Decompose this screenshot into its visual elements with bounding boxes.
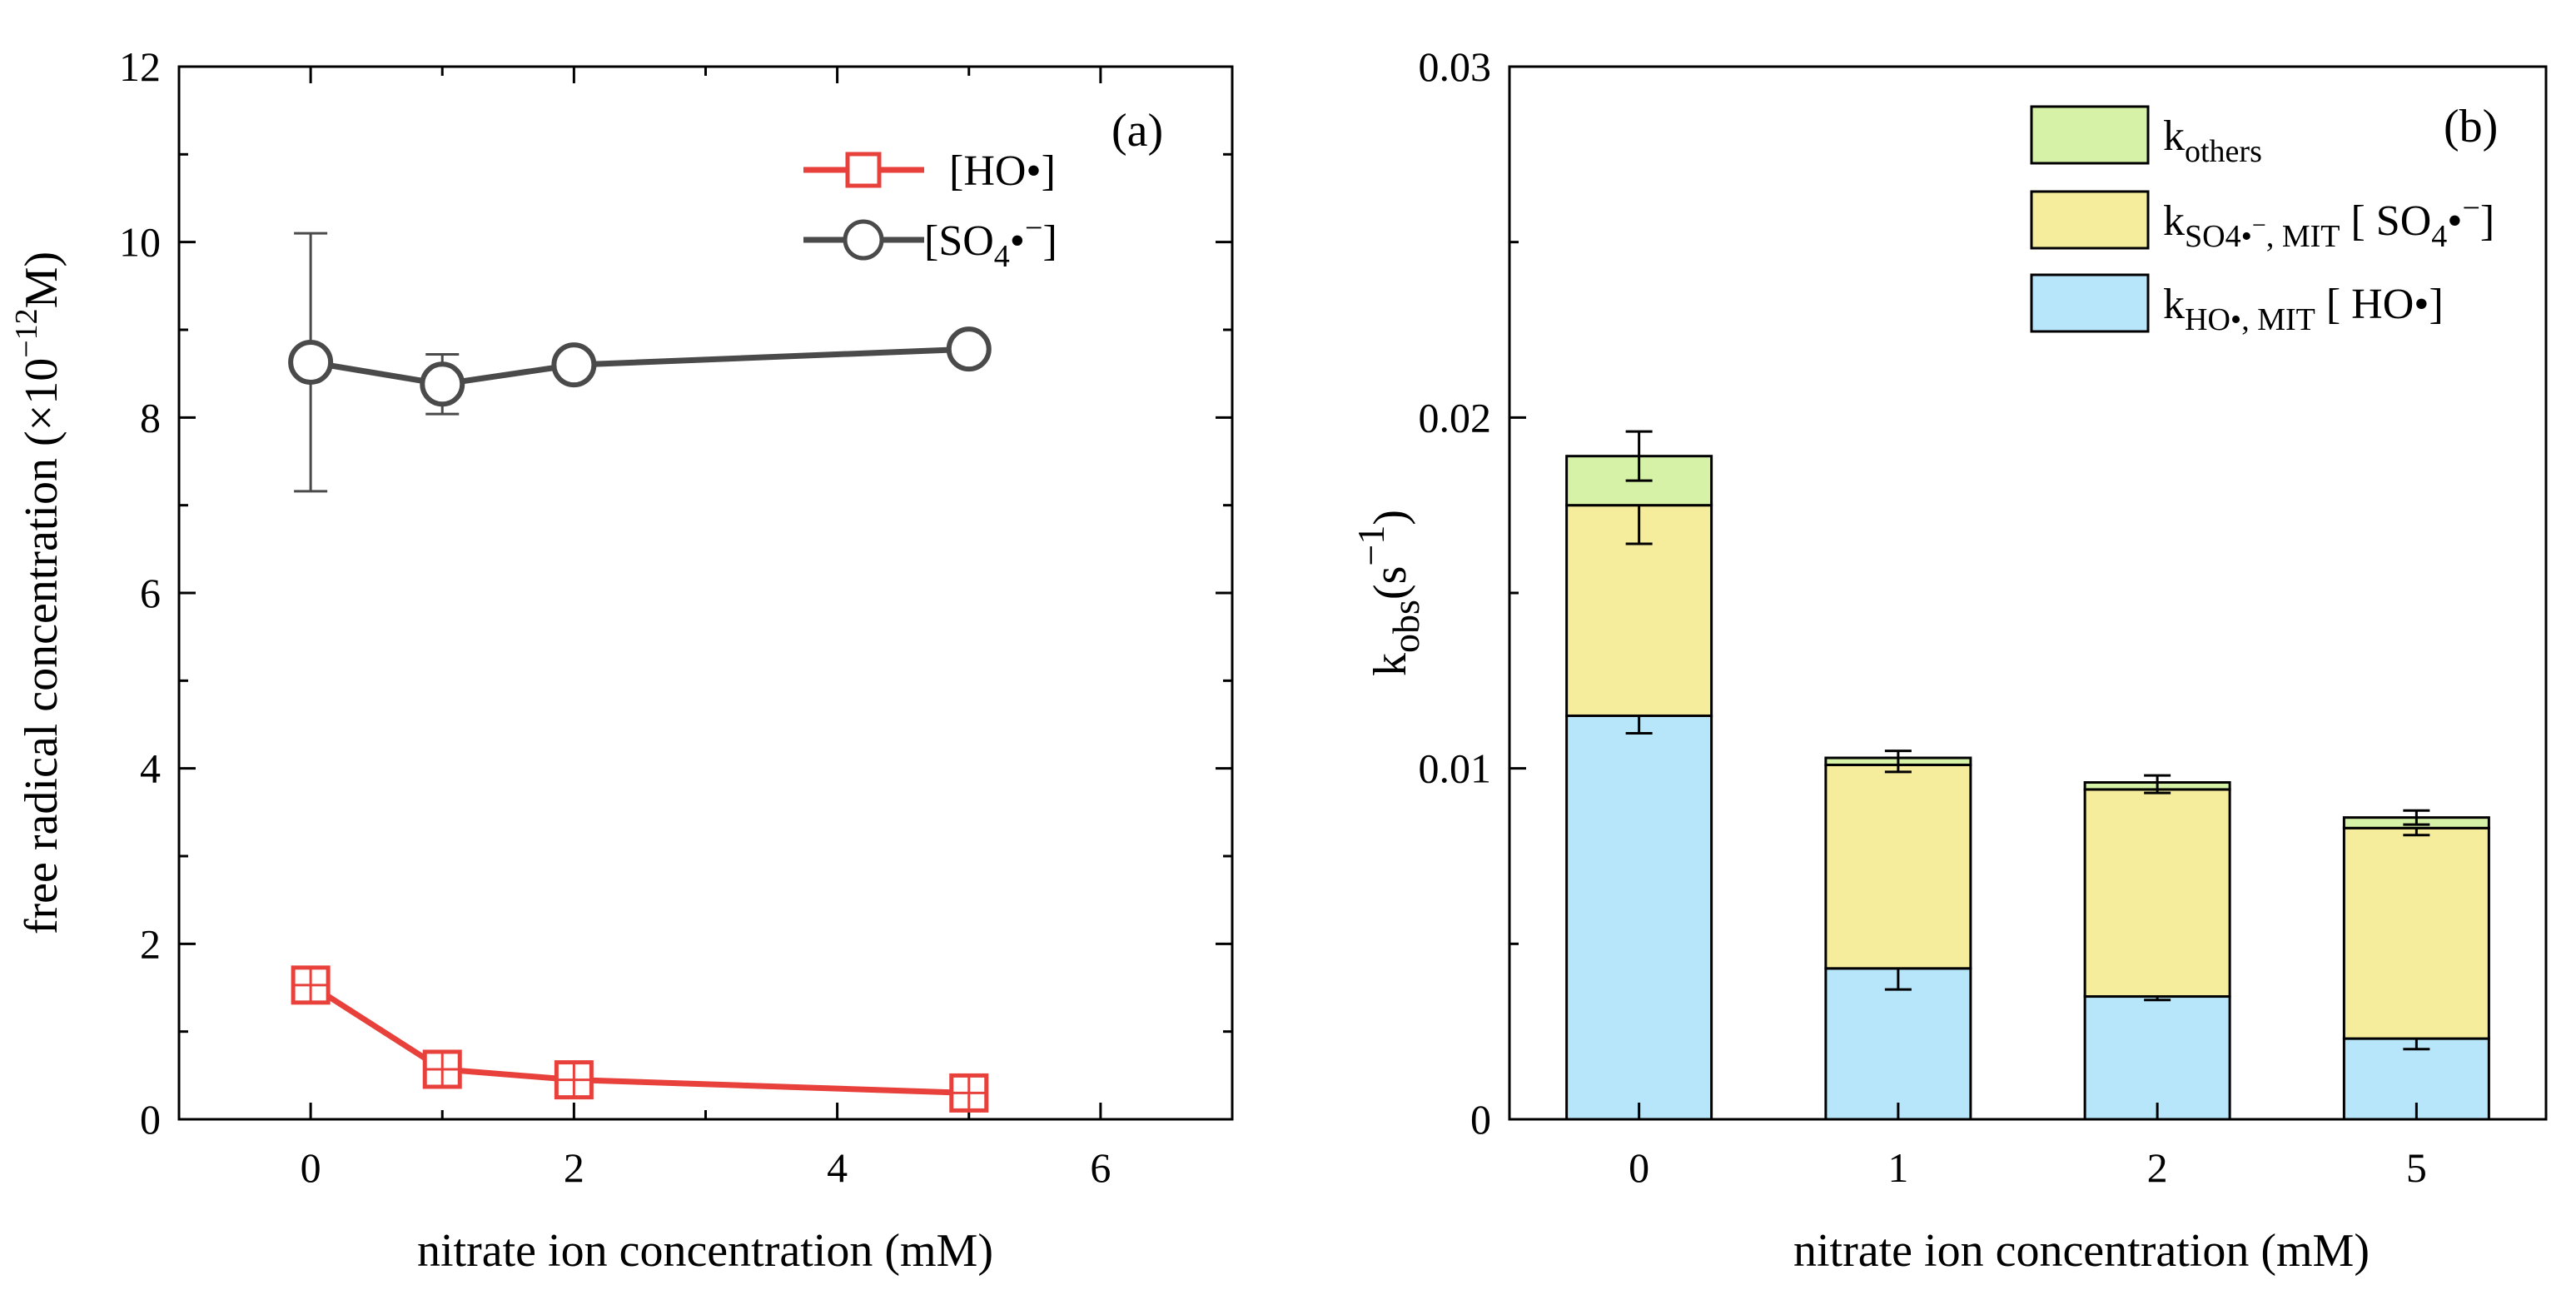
panel-b-x-tick-label: 5: [2406, 1144, 2427, 1191]
legend-kso4-sub2: , MIT: [2266, 219, 2340, 254]
legend-kothers-swatch: [2030, 105, 2150, 165]
legend-kho-swatch: [2030, 273, 2150, 333]
legend-so4-circle-marker: [843, 219, 884, 261]
panel-b-label: (b): [2444, 101, 2498, 152]
panel-b-y-label-base: k: [1365, 653, 1416, 676]
panel-a-y-tick-label: 2: [140, 920, 161, 967]
bar-kso4-2: [2083, 788, 2231, 999]
panel-b-y-label-mid: (s: [1365, 566, 1416, 600]
panel-b-y-axis-label: kobs(s−1): [1350, 510, 1427, 676]
series-ho-line: [309, 982, 969, 1096]
legend-kso4-label: kSO4•−, MIT [ SO4•−]: [2163, 191, 2494, 254]
panel-b-y-tick-label: 0.01: [1419, 745, 1492, 792]
panel-a-y-axis-label: free radical concentration (×10−12M): [9, 252, 67, 934]
legend-kothers-sub: others: [2185, 134, 2262, 169]
bar-kso4-1: [1824, 763, 1972, 970]
panel-b-ticks: 0 1 2 5 0 0.01 0.02 0.03: [1419, 43, 2427, 1191]
legend-kothers-base: k: [2163, 112, 2185, 160]
panel-a-x-tick-label: 6: [1090, 1144, 1111, 1191]
bar-kso4-5: [2342, 826, 2490, 1040]
panel-a-y-tick-label: 0: [140, 1096, 161, 1143]
legend-kso4-post-sub: 4: [2431, 219, 2447, 254]
panel-b-y-label-sub: obs: [1385, 600, 1427, 653]
legend-ho-square-marker: [845, 152, 882, 188]
legend-kso4-post2: •: [2447, 197, 2462, 245]
panel-a: 0 2 4 6 0 2 4 6 8 10 12 nitrate ion concentration …: [9, 43, 1234, 1277]
legend-kho-base: k: [2163, 281, 2185, 328]
series-so4-line: [310, 346, 969, 387]
legend-kso4-post: [ SO: [2340, 197, 2431, 245]
legend-kho-label: kHO•, MIT [ HO•]: [2163, 281, 2444, 337]
series-so4-marker: [420, 361, 465, 407]
legend-kso4-base: k: [2163, 197, 2185, 245]
panel-b-x-axis-label: nitrate ion concentration (mM): [1793, 1225, 2370, 1277]
panel-a-series: [288, 232, 992, 1113]
panel-b-x-tick-label: 0: [1629, 1144, 1649, 1191]
legend-ho-label: [HO•]: [949, 147, 1056, 195]
legend-so4-sub: 4: [994, 239, 1010, 274]
legend-so4-label: [SO4•−]: [924, 211, 1057, 274]
panel-b-x-tick-label: 2: [2147, 1144, 2168, 1191]
panel-a-x-axis-label: nitrate ion concentration (mM): [417, 1225, 993, 1277]
legend-kho-post: [ HO•]: [2315, 281, 2444, 328]
panel-a-x-tick-label: 4: [827, 1144, 848, 1191]
legend-kso4-subsup: −: [2252, 212, 2266, 239]
panel-a-y-label-prefix: free radical concentration (×10: [16, 358, 67, 934]
panel-b-y-label-end: ): [1365, 510, 1416, 525]
panel-a-y-label-suffix: M): [16, 252, 67, 308]
panel-b: 0 1 2 5 0 0.01 0.02 0.03 nitrate ion concentrat…: [1350, 43, 2548, 1277]
legend-kothers-label: kothers: [2163, 112, 2262, 169]
panel-b-bars: [1565, 430, 2490, 1121]
panel-b-y-tick-label: 0: [1470, 1096, 1491, 1143]
legend-kso4-swatch: [2030, 190, 2150, 250]
legend-so4-end: ]: [1042, 217, 1057, 265]
legend-kso4-post-end: ]: [2480, 197, 2494, 245]
panel-b-y-label-sup: −1: [1350, 525, 1392, 566]
legend-kso4-sub: SO4•: [2185, 219, 2252, 254]
panel-b-x-tick-label: 1: [1887, 1144, 1908, 1191]
panel-a-y-tick-label: 4: [140, 745, 161, 792]
panel-a-x-tick-label: 2: [564, 1144, 584, 1191]
panel-b-y-tick-label: 0.02: [1419, 394, 1492, 441]
panel-a-ticks: 0 2 4 6 0 2 4 6 8 10 12: [119, 43, 1234, 1191]
legend-so4-sup: −: [1025, 211, 1042, 246]
series-so4-marker: [288, 339, 334, 385]
panel-a-y-tick-label: 8: [140, 394, 161, 441]
panel-a-y-tick-label: 6: [140, 570, 161, 616]
panel-a-frame: [177, 65, 1234, 1121]
panel-b-legend: kothers kSO4•−, MIT [ SO4•−] kHO•, MIT […: [2030, 105, 2494, 337]
bar-kho-2: [2083, 995, 2231, 1121]
panel-b-y-tick-label: 0.03: [1419, 43, 1492, 90]
panel-a-y-tick-label: 10: [119, 219, 161, 266]
legend-so4-post: •: [1010, 217, 1025, 265]
bar-kho-0: [1565, 714, 1713, 1121]
panel-a-legend: [HO•] [SO4•−]: [803, 147, 1057, 274]
panel-a-y-tick-label: 12: [119, 43, 161, 90]
panel-a-y-label-exp: −12: [9, 308, 44, 357]
bar-kho-1: [1824, 967, 1972, 1121]
series-so4-marker: [946, 326, 992, 372]
series-so4-marker: [551, 342, 597, 388]
legend-kso4-post-sup: −: [2462, 191, 2479, 226]
legend-so4-pre: [SO: [924, 217, 994, 265]
panel-a-x-tick-label: 0: [301, 1144, 321, 1191]
legend-kho-sub: HO•, MIT: [2185, 302, 2315, 337]
panel-a-label: (a): [1111, 105, 1163, 157]
